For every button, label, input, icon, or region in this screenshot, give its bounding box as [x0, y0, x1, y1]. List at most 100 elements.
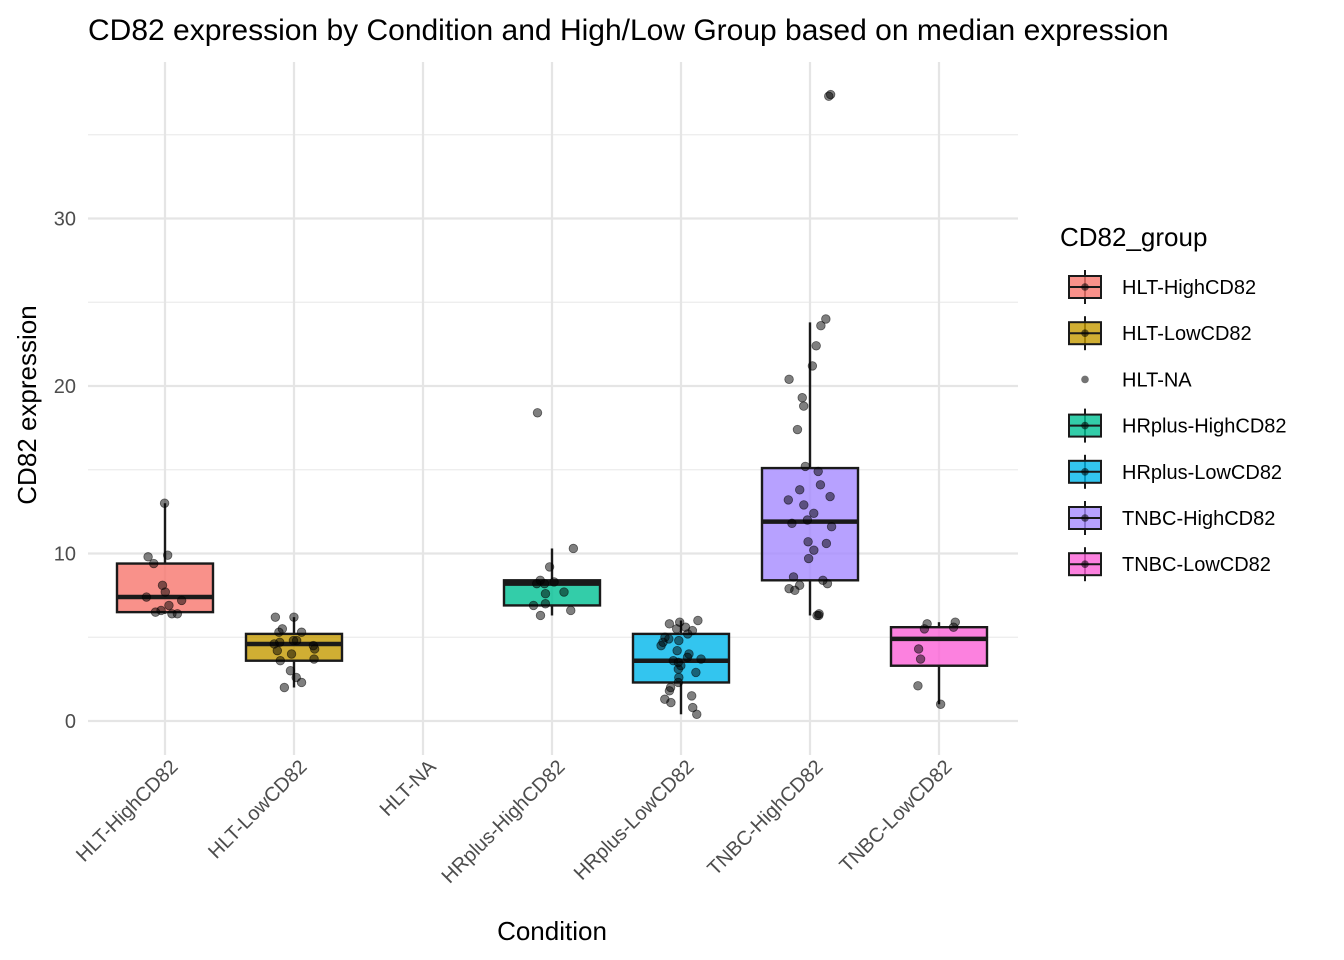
data-point: [270, 612, 281, 622]
data-point: [784, 374, 794, 385]
data-point: [167, 609, 177, 619]
legend-label: TNBC-HighCD82: [1122, 508, 1275, 530]
data-point: [783, 495, 794, 505]
data-point: [559, 587, 569, 597]
data-point: [279, 682, 290, 693]
data-point: [150, 607, 161, 617]
data-point: [309, 644, 320, 654]
box-rect: [760, 466, 860, 582]
data-point: [162, 550, 173, 560]
data-point: [673, 664, 684, 674]
data-point: [164, 600, 174, 611]
chart-title: CD82 expression by Condition and High/Lo…: [88, 14, 1169, 47]
legend-label: TNBC-LowCD82: [1122, 554, 1271, 576]
data-point: [141, 592, 152, 602]
box-rect: [889, 626, 989, 667]
data-point: [816, 321, 826, 331]
data-point: [673, 677, 684, 688]
box-TNBC-LowCD82: [889, 622, 989, 705]
data-point: [568, 543, 579, 554]
data-point: [149, 558, 159, 569]
legend-label: HLT-HighCD82: [1122, 277, 1256, 299]
data-point: [159, 498, 170, 508]
data-point: [815, 480, 826, 490]
data-point: [309, 654, 319, 664]
data-point: [540, 599, 551, 609]
data-point: [692, 709, 702, 720]
data-point: [915, 654, 926, 664]
data-point: [656, 640, 666, 651]
data-point: [671, 624, 682, 634]
legend-key-point: [1081, 468, 1089, 476]
data-point: [913, 644, 924, 654]
x-tick-label: HLT-HighCD82: [72, 756, 182, 866]
data-point: [797, 393, 807, 403]
legend-key-point: [1081, 283, 1089, 291]
data-point: [528, 600, 539, 611]
x-tick-label: HRplus-LowCD82: [570, 756, 699, 885]
data-point: [807, 361, 818, 371]
data-point: [803, 553, 814, 564]
data-point: [566, 605, 576, 616]
data-point: [272, 645, 283, 656]
data-point: [664, 686, 675, 696]
data-point: [143, 552, 153, 562]
data-point: [787, 518, 797, 529]
legend-label: HLT-NA: [1122, 369, 1192, 391]
data-point: [289, 612, 299, 622]
legend-item-HRplus-HighCD82: HRplus-HighCD82: [1068, 408, 1287, 443]
data-point: [799, 401, 809, 411]
x-tick-label: HLT-LowCD82: [204, 756, 311, 863]
legend-key-point: [1081, 329, 1089, 338]
x-tick-label: HRplus-HighCD82: [438, 756, 570, 888]
x-axis-title: Condition: [497, 916, 607, 946]
x-axis-ticks: HLT-HighCD82 HLT-LowCD82 HLT-NAHRplus-High…: [72, 756, 956, 888]
data-point: [826, 522, 837, 532]
data-point: [683, 629, 693, 639]
data-point: [664, 619, 675, 629]
legend: CD82_group HLT-HighCD82 HLT-LowCD82 HLT-NA…: [1060, 222, 1287, 582]
data-point: [274, 627, 284, 637]
data-point: [544, 562, 555, 572]
data-point: [825, 491, 835, 502]
legend-item-HLT-HighCD82: HLT-HighCD82: [1068, 270, 1256, 304]
data-point: [686, 691, 697, 701]
data-point: [532, 408, 543, 418]
data-point: [535, 610, 546, 621]
y-axis-ticks: 0 10 20 30: [54, 209, 76, 734]
x-tick-label: HLT-NA: [376, 756, 441, 821]
data-point: [674, 635, 684, 646]
data-point: [799, 500, 809, 510]
legend-label: HRplus-HighCD82: [1122, 416, 1287, 438]
legend-item-TNBC-LowCD82: TNBC-LowCD82: [1068, 547, 1271, 582]
data-point: [682, 652, 693, 663]
legend-key-point: [1081, 514, 1089, 522]
data-point: [176, 595, 187, 606]
legend-item-TNBC-HighCD82: TNBC-HighCD82: [1068, 501, 1275, 535]
data-point: [809, 508, 819, 519]
data-point: [812, 610, 822, 621]
data-point: [821, 538, 832, 549]
data-point: [666, 697, 676, 708]
data-point: [539, 578, 550, 589]
data-point: [792, 424, 803, 435]
data-point: [285, 666, 296, 676]
data-point: [795, 485, 805, 495]
data-point: [532, 578, 542, 589]
y-tick-label: 20: [54, 376, 76, 398]
data-point: [919, 624, 930, 634]
data-point: [286, 649, 297, 659]
legend-key-point: [1081, 560, 1089, 568]
y-tick-label: 30: [54, 209, 76, 231]
data-point: [288, 635, 299, 646]
x-tick-label: TNBC-LowCD82: [836, 756, 957, 877]
legend-item-HLT-NA: HLT-NA: [1081, 369, 1192, 391]
data-point: [813, 466, 823, 477]
x-tick-label: TNBC-HighCD82: [704, 756, 828, 880]
legend-label: HLT-LowCD82: [1122, 323, 1252, 345]
legend-label: HRplus-LowCD82: [1122, 462, 1282, 484]
data-point: [935, 699, 946, 709]
data-point: [549, 577, 559, 587]
data-point: [160, 587, 170, 597]
